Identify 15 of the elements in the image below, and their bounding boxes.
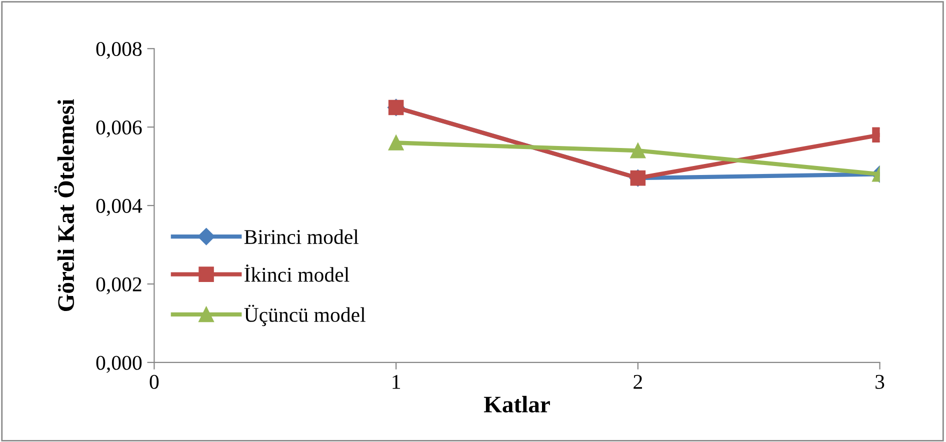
x-tick-label: 0 — [150, 374, 159, 389]
y-tick-label: 0,000 — [96, 356, 142, 373]
x-tick-label: 3 — [876, 374, 884, 389]
y-tick-label: 0,006 — [96, 120, 142, 138]
x-tick-label: 2 — [634, 374, 642, 389]
x-axis-title: Katlar — [484, 396, 550, 413]
y-axis-title: Göreli Kat Ötelemesi — [54, 99, 74, 312]
legend-label: Üçüncü model — [244, 304, 366, 326]
y-tick-label: 0,008 — [96, 42, 142, 60]
legend-label: Birinci model — [244, 229, 359, 244]
y-tick-label: 0,004 — [96, 198, 142, 216]
legend-label: İkinci model — [244, 264, 350, 282]
x-tick-label: 1 — [392, 374, 400, 389]
y-tick-label: 0,002 — [96, 277, 142, 294]
point — [388, 135, 404, 150]
